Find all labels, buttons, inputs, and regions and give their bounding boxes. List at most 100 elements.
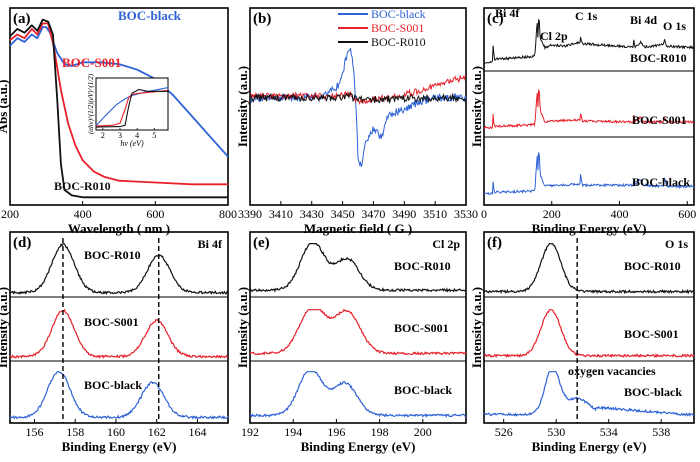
peak-annotation: Bi 4f bbox=[495, 6, 520, 20]
y-axis-label: Intensity (a.u.) bbox=[0, 287, 10, 368]
panel-label: (f) bbox=[487, 235, 502, 251]
inset-line-boc-s001 bbox=[95, 89, 169, 127]
x-tick-label: 526 bbox=[495, 425, 513, 439]
y-axis-label: Intensity (a.u.) bbox=[235, 66, 250, 147]
series-line-boc-black bbox=[249, 47, 467, 168]
x-tick-label: 538 bbox=[652, 425, 670, 439]
inset-x-label: hν (eV) bbox=[120, 139, 144, 148]
x-tick-label: 200 bbox=[414, 425, 432, 439]
x-tick-label: 3530 bbox=[454, 207, 478, 221]
x-tick-label: 158 bbox=[66, 425, 84, 439]
y-axis-label: Intensity (a.u.) bbox=[469, 66, 484, 147]
x-axis-label: Binding Energy (eV) bbox=[532, 439, 647, 454]
inset-y-label: (αhν)^(1/2)(eV)^(1/2) bbox=[87, 73, 95, 134]
inset-x-tick-label: 2 bbox=[101, 131, 105, 140]
panel-label: (b) bbox=[253, 11, 271, 27]
x-tick-label: 800 bbox=[219, 207, 237, 221]
x-tick-label: 3410 bbox=[269, 207, 293, 221]
panel-d: (d) 156 158 160 162 164 Binding Energy (eV) Int… bbox=[0, 231, 229, 454]
series-line-boc-r010 bbox=[483, 18, 695, 64]
legend-label-boc-s001: BOC-S001 bbox=[371, 21, 424, 35]
series-line-boc-black bbox=[249, 371, 467, 418]
x-tick-label: 600 bbox=[146, 207, 164, 221]
x-tick-label: 160 bbox=[107, 425, 125, 439]
plot-frame bbox=[483, 7, 695, 206]
peak-annotation: O 1s bbox=[663, 19, 686, 33]
x-axis-label: Binding Energy (eV) bbox=[62, 439, 177, 454]
series-line-boc-r010 bbox=[249, 92, 467, 105]
x-tick-label: 400 bbox=[610, 207, 628, 221]
oxygen-vacancies-annotation: oxygen vacancies bbox=[568, 364, 656, 378]
series-line-boc-s001 bbox=[483, 309, 695, 359]
panel-c: (c) 0 200 400 600 Binding Energy (eV) Intensit… bbox=[469, 6, 696, 236]
plot-frame bbox=[9, 231, 229, 424]
corner-label: Cl 2p bbox=[432, 237, 460, 251]
series-line-boc-black bbox=[483, 152, 695, 196]
y-axis-label: Intensity (a.u.) bbox=[235, 287, 250, 368]
series-label: BOC-S001 bbox=[84, 315, 139, 329]
panel-b: (b) 3390 3410 3430 3450 3470 3490 3510 3530 Magne… bbox=[235, 7, 478, 236]
legend-label-boc-r010: BOC-R010 bbox=[371, 35, 426, 49]
series-line-boc-black bbox=[9, 26, 229, 158]
plot-frame bbox=[483, 231, 695, 424]
x-tick-label: 156 bbox=[25, 425, 43, 439]
peak-annotation: Cl 2p bbox=[540, 29, 568, 43]
x-axis-label: Magnetic field ( G ) bbox=[304, 221, 412, 236]
inset-x-tick-label: 5 bbox=[152, 131, 156, 140]
panel-label: (e) bbox=[253, 235, 270, 251]
x-tick-label: 3430 bbox=[300, 207, 324, 221]
series-label: BOC-S001 bbox=[632, 113, 687, 127]
label-boc-black: BOC-black bbox=[118, 8, 182, 23]
peak-annotation: Bi 4d bbox=[630, 13, 657, 27]
peak-annotation: C 1s bbox=[575, 9, 598, 23]
inset-line-boc-r010 bbox=[95, 88, 168, 128]
x-tick-label: 3470 bbox=[361, 207, 385, 221]
x-tick-label: 0 bbox=[481, 207, 487, 221]
series-label: BOC-R010 bbox=[624, 259, 681, 273]
series-line-boc-r010 bbox=[9, 243, 229, 296]
series-line-boc-black bbox=[9, 371, 229, 420]
x-tick-label: 196 bbox=[327, 425, 345, 439]
y-axis-label: Abs (a.u.) bbox=[0, 80, 10, 134]
series-label: BOC-R010 bbox=[394, 259, 451, 273]
x-axis-label: Binding Energy (eV) bbox=[532, 221, 647, 236]
corner-label: O 1s bbox=[665, 237, 688, 251]
corner-label: Bi 4f bbox=[198, 237, 223, 251]
inset-x-tick-label: 3 bbox=[118, 131, 122, 140]
series-label: BOC-S001 bbox=[394, 321, 449, 335]
x-tick-label: 192 bbox=[241, 425, 259, 439]
series-label: BOC-black bbox=[394, 383, 452, 397]
series-line-boc-r010 bbox=[9, 18, 228, 199]
x-tick-label: 198 bbox=[371, 425, 389, 439]
y-axis-label: Intensity (a.u.) bbox=[469, 287, 484, 368]
series-label: BOC-black bbox=[84, 378, 142, 392]
x-tick-label: 3450 bbox=[331, 207, 355, 221]
plot-frame bbox=[249, 7, 467, 206]
series-label: BOC-R010 bbox=[630, 51, 687, 65]
legend-label-boc-black: BOC-black bbox=[371, 7, 426, 21]
series-label: BOC-black bbox=[632, 175, 690, 189]
series-line-boc-r010 bbox=[483, 242, 695, 295]
x-tick-label: 200 bbox=[1, 207, 19, 221]
series-line-boc-s001 bbox=[249, 308, 467, 356]
x-tick-label: 162 bbox=[148, 425, 166, 439]
x-tick-label: 200 bbox=[543, 207, 561, 221]
panel-a: (a) 200 400 600 800 Wavelength ( nm ) Abs (a.u… bbox=[0, 7, 237, 236]
plot-frame bbox=[249, 231, 467, 424]
plot-frame bbox=[9, 7, 229, 206]
series-label: BOC-black bbox=[624, 385, 682, 399]
x-tick-label: 400 bbox=[74, 207, 92, 221]
x-axis-label: Wavelength ( nm ) bbox=[68, 221, 170, 236]
x-axis-label: Binding Energy (eV) bbox=[301, 439, 416, 454]
x-tick-label: 3490 bbox=[392, 207, 416, 221]
inset-x-tick-label: 4 bbox=[135, 131, 139, 140]
x-tick-label: 530 bbox=[547, 425, 565, 439]
panel-label: (a) bbox=[13, 11, 31, 27]
series-line-boc-s001 bbox=[9, 22, 228, 186]
panel-f: (f) 526 530 534 538 Binding Energy (eV) Intens… bbox=[469, 231, 695, 454]
panel-label: (c) bbox=[487, 11, 504, 27]
x-tick-label: 3510 bbox=[423, 207, 447, 221]
series-line-boc-black bbox=[483, 371, 695, 417]
panel-label: (d) bbox=[13, 235, 31, 251]
